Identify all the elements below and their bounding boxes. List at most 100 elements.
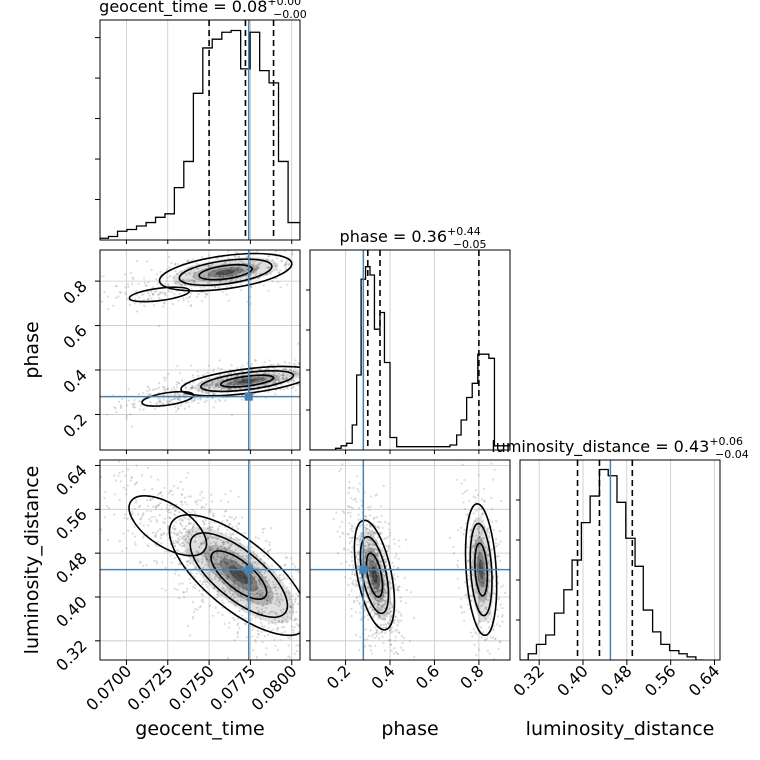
sample-point (227, 299, 230, 302)
sample-point (256, 372, 259, 375)
sample-point (143, 488, 146, 491)
sample-point (328, 265, 330, 267)
sample-point (230, 571, 233, 574)
sample-point (150, 268, 153, 272)
sample-point (383, 588, 386, 591)
sample-point (363, 551, 366, 554)
sample-point (183, 527, 186, 530)
sample-point (360, 499, 363, 502)
sample-point (371, 572, 375, 575)
sample-point (137, 513, 140, 516)
sample-point (273, 586, 277, 589)
sample-point (156, 529, 160, 533)
sample-point (475, 570, 479, 573)
sample-point (180, 283, 183, 287)
sample-point (373, 559, 376, 562)
sample-point (378, 589, 381, 592)
sample-point (263, 610, 266, 613)
sample-point (478, 607, 481, 610)
sample-point (486, 649, 489, 652)
sample-point (385, 611, 388, 614)
sample-point (379, 580, 382, 583)
sample-point (397, 589, 400, 592)
sample-point (219, 275, 222, 279)
sample-point (369, 645, 373, 648)
sample-point (497, 596, 501, 599)
sample-point (164, 566, 167, 570)
sample-point (205, 391, 208, 394)
sample-point (135, 464, 138, 467)
sample-point (484, 618, 487, 621)
sample-point (212, 380, 215, 383)
sample-point (226, 577, 229, 580)
sample-point (253, 575, 256, 579)
sample-point (231, 271, 235, 274)
sample-point (315, 642, 317, 644)
sample-point (336, 552, 340, 555)
sample-point (282, 388, 285, 391)
sample-point (487, 585, 490, 589)
sample-point (193, 281, 196, 284)
sample-point (210, 548, 213, 551)
sample-point (229, 595, 233, 599)
sample-point (234, 516, 237, 519)
sample-point (227, 257, 230, 260)
sample-point (231, 556, 234, 559)
sample-point (182, 299, 185, 302)
sample-point (305, 387, 307, 389)
sample-point (379, 589, 382, 592)
sample-point (369, 629, 372, 632)
sample-point (187, 531, 190, 534)
sample-point (160, 542, 163, 545)
sample-point (231, 559, 234, 562)
sample-point (129, 479, 132, 482)
sample-point (137, 392, 141, 396)
sample-point (481, 512, 484, 515)
sample-point (216, 562, 219, 565)
sample-point (364, 551, 367, 555)
sample-point (304, 638, 306, 640)
sample-point (198, 606, 201, 609)
sample-point (234, 255, 237, 258)
sample-point (377, 527, 380, 530)
sample-point (180, 493, 184, 497)
sample-point (464, 593, 467, 596)
sample-point (371, 635, 374, 638)
sample-point (256, 592, 259, 595)
y-tick-label: 0.56 (52, 505, 91, 544)
sample-point (149, 499, 152, 502)
sample-point (384, 560, 387, 563)
sample-point (486, 637, 489, 640)
sample-point (187, 531, 190, 534)
sample-point (235, 525, 238, 528)
sample-point (145, 452, 147, 454)
contour-line (128, 286, 191, 303)
sample-point (231, 525, 234, 529)
sample-point (376, 552, 379, 555)
sample-point (388, 629, 392, 632)
sample-point (220, 545, 223, 548)
sample-point (139, 560, 142, 563)
sample-point (253, 577, 256, 580)
sample-point (294, 363, 297, 366)
sample-point (113, 493, 117, 496)
sample-point (162, 388, 166, 391)
sample-point (463, 478, 466, 482)
sample-point (382, 591, 386, 595)
sample-point (159, 491, 162, 494)
sample-point (152, 286, 155, 289)
sample-point (294, 374, 298, 377)
sample-point (180, 493, 183, 496)
sample-point (322, 571, 324, 573)
sample-point (277, 586, 280, 589)
sample-point (258, 571, 261, 574)
sample-point (225, 588, 228, 591)
sample-point (232, 617, 235, 620)
sample-point (261, 592, 265, 595)
sample-point (227, 387, 230, 390)
sample-point (377, 520, 380, 523)
sample-point (243, 576, 246, 579)
sample-point (484, 616, 487, 619)
sample-point (468, 535, 472, 538)
sample-point (183, 501, 187, 504)
